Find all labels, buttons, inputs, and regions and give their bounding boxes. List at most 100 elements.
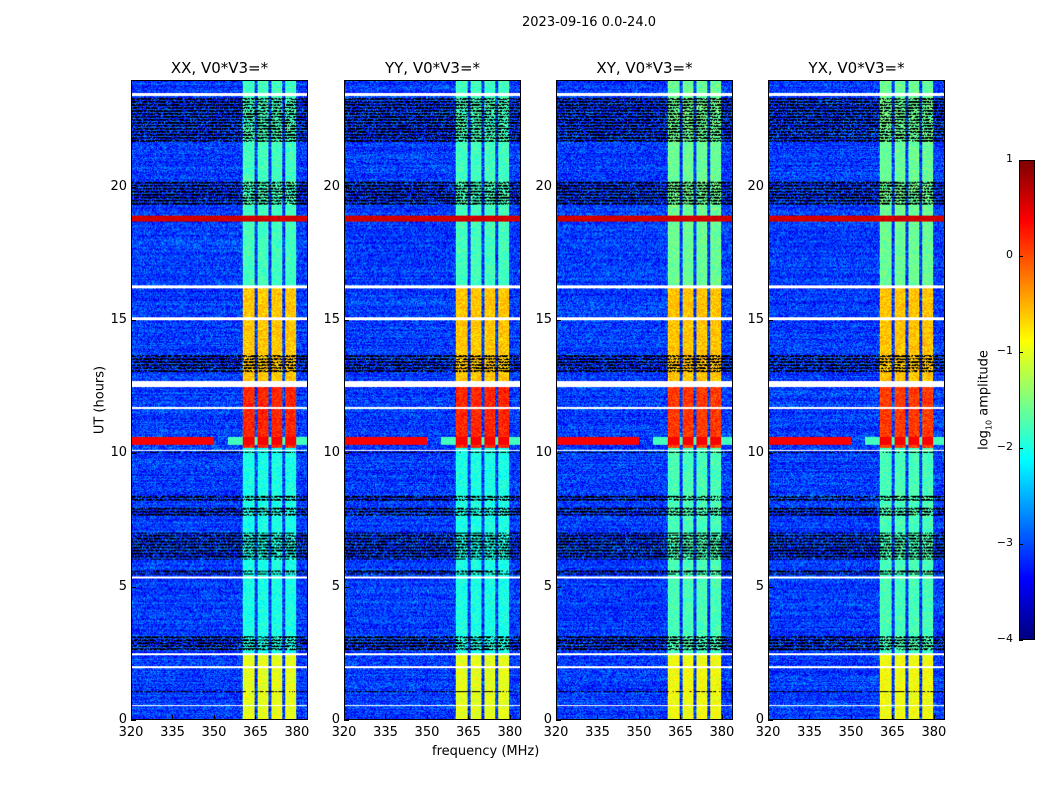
x-tick-label: 365 [243,725,268,740]
x-tick-mark [172,715,174,720]
x-tick-label: 365 [880,725,905,740]
suptitle: 2023-09-16 0.0-24.0 [522,15,656,30]
x-tick-label: 350 [838,725,864,740]
panel-title: YX, V0*V3=* [808,59,905,77]
x-tick-label: 350 [626,725,652,740]
y-tick-mark [556,720,561,721]
y-tick-label: 0 [755,712,764,727]
spectrogram-heatmap [557,81,732,719]
y-tick-label: 20 [535,178,552,194]
colorbar-tick-label: 1 [1006,152,1013,165]
x-tick-mark [680,715,682,720]
x-tick-label: 335 [797,725,822,740]
x-tick-mark [385,715,387,720]
colorbar [1019,160,1035,640]
y-tick-label: 5 [331,578,340,594]
y-tick-label: 10 [323,445,340,461]
x-tick-mark [892,715,894,720]
colorbar-tick-mark [1019,448,1023,449]
x-tick-label: 365 [456,725,481,740]
colorbar-tick-label: 0 [1006,248,1013,261]
y-tick-label: 20 [323,178,340,194]
y-tick-label: 0 [118,712,127,727]
colorbar-tick-label: −1 [996,344,1013,357]
y-tick-label: 10 [110,445,127,461]
x-tick-label: 380 [709,725,735,740]
y-tick-mark [344,720,349,721]
x-tick-mark [344,715,345,720]
colorbar-label: log10 amplitude [977,345,994,455]
y-tick-label: 15 [747,312,764,327]
x-tick-mark [131,715,132,720]
x-tick-mark [768,715,769,720]
colorbar-tick-mark [1019,544,1023,545]
x-tick-label: 365 [668,725,693,740]
y-tick-label: 10 [535,445,552,461]
colorbar-tick-mark [1019,640,1023,641]
x-tick-label: 320 [118,725,144,740]
x-tick-label: 335 [160,725,185,740]
colorbar-label-sub: 10 [984,419,994,431]
colorbar-tick-label: −3 [996,536,1013,549]
x-tick-label: 335 [585,725,610,740]
spectrogram-panel [344,80,521,720]
y-tick-label: 15 [110,312,127,327]
x-tick-label: 320 [331,725,357,740]
colorbar-tick-mark [1019,256,1023,257]
x-tick-mark [933,715,935,720]
y-tick-mark [344,453,349,455]
x-tick-label: 380 [921,725,947,740]
y-tick-label: 5 [755,578,764,594]
y-tick-mark [344,586,349,588]
y-tick-label: 15 [323,312,340,327]
x-axis-label: frequency (MHz) [432,744,540,759]
y-tick-mark [344,320,349,321]
x-tick-mark [850,715,852,720]
y-tick-label: 5 [118,578,127,594]
x-tick-mark [721,715,723,720]
y-tick-mark [556,453,561,455]
x-tick-mark [213,715,215,720]
x-tick-mark [296,715,298,720]
x-tick-label: 350 [414,725,440,740]
y-tick-label: 0 [543,712,552,727]
y-tick-label: 5 [543,578,552,594]
y-tick-label: 15 [535,312,552,327]
y-tick-label: 20 [110,178,127,194]
y-axis-label: UT (hours) [92,365,108,435]
y-tick-label: 10 [747,445,764,461]
x-tick-label: 350 [201,725,227,740]
x-tick-mark [509,715,511,720]
colorbar-label-rest: amplitude [976,350,992,420]
spectrogram-panel [768,80,945,720]
y-tick-label: 20 [747,178,764,194]
y-tick-mark [768,720,773,721]
y-tick-mark [768,586,773,588]
x-tick-mark [255,715,257,720]
y-tick-mark [556,186,561,188]
panel-title: YY, V0*V3=* [384,59,481,77]
y-tick-mark [556,320,561,321]
x-tick-label: 380 [497,725,523,740]
x-tick-label: 335 [373,725,398,740]
y-tick-mark [344,186,349,188]
colorbar-tick-mark [1019,160,1023,161]
x-tick-mark [638,715,640,720]
x-tick-label: 320 [543,725,569,740]
x-tick-mark [597,715,599,720]
spectrogram-heatmap [132,81,307,719]
y-tick-mark [768,320,773,321]
x-tick-mark [556,715,557,720]
x-tick-label: 380 [284,725,310,740]
y-tick-mark [131,720,136,721]
colorbar-tick-mark [1019,352,1023,353]
colorbar-gradient [1020,161,1034,639]
y-tick-mark [131,320,136,321]
x-tick-label: 320 [755,725,781,740]
spectrogram-panel [556,80,733,720]
x-tick-mark [426,715,428,720]
x-tick-mark [809,715,811,720]
spectrogram-heatmap [769,81,944,719]
y-tick-mark [131,186,136,188]
